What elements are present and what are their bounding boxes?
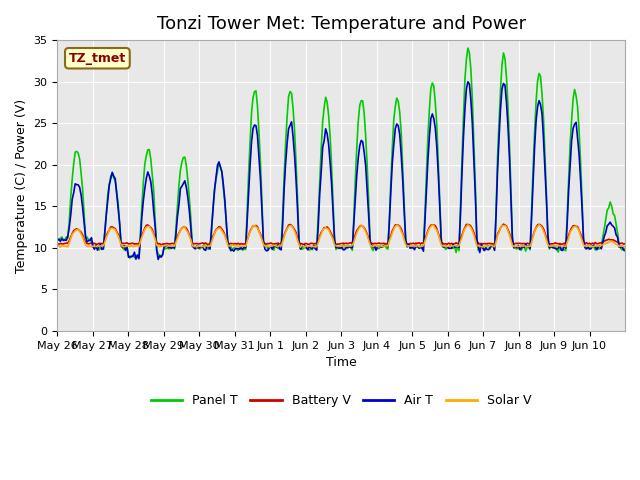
Panel T (126, 255, 134, 261)
Air T (621, 248, 629, 253)
Panel T (460, 114, 467, 120)
Solar V (535, 222, 543, 228)
Air T (154, 256, 162, 262)
Battery V (91, 240, 99, 246)
Battery V (621, 241, 629, 247)
Panel T (620, 245, 627, 251)
Solar V (347, 243, 355, 249)
Air T (620, 247, 627, 253)
Air T (54, 238, 61, 243)
Legend: Panel T, Battery V, Air T, Solar V: Panel T, Battery V, Air T, Solar V (146, 389, 536, 412)
Y-axis label: Temperature (C) / Power (V): Temperature (C) / Power (V) (15, 98, 28, 273)
Text: TZ_tmet: TZ_tmet (68, 52, 126, 65)
Air T (347, 245, 355, 251)
Battery V (460, 228, 467, 234)
Panel T (545, 246, 553, 252)
Air T (91, 246, 99, 252)
Line: Air T: Air T (58, 82, 625, 259)
Line: Battery V: Battery V (58, 224, 625, 245)
Title: Tonzi Tower Met: Temperature and Power: Tonzi Tower Met: Temperature and Power (157, 15, 526, 33)
Solar V (54, 243, 61, 249)
Solar V (621, 244, 629, 250)
Panel T (464, 45, 472, 51)
Panel T (73, 148, 81, 154)
X-axis label: Time: Time (326, 356, 356, 369)
Panel T (347, 244, 355, 250)
Solar V (91, 243, 99, 249)
Battery V (347, 240, 355, 246)
Air T (460, 134, 467, 140)
Battery V (545, 241, 553, 247)
Air T (545, 245, 553, 251)
Solar V (73, 227, 81, 233)
Line: Panel T: Panel T (58, 48, 625, 258)
Panel T (54, 236, 61, 241)
Solar V (545, 243, 553, 249)
Solar V (296, 244, 304, 250)
Line: Solar V: Solar V (58, 225, 625, 247)
Battery V (73, 226, 81, 232)
Air T (464, 79, 472, 84)
Panel T (621, 246, 629, 252)
Panel T (91, 244, 99, 250)
Solar V (460, 229, 467, 235)
Battery V (54, 240, 61, 246)
Battery V (500, 221, 508, 227)
Battery V (157, 242, 165, 248)
Solar V (620, 243, 627, 249)
Air T (73, 182, 81, 188)
Battery V (620, 241, 627, 247)
